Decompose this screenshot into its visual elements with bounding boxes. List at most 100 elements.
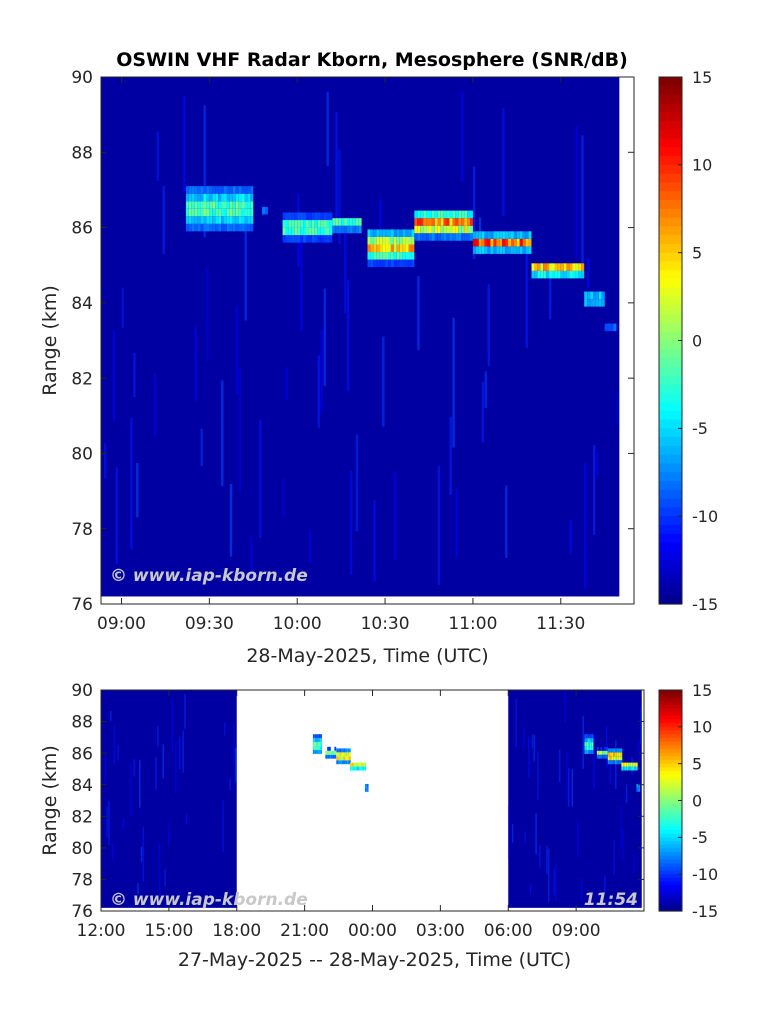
echo-cell <box>241 201 245 209</box>
colorbar-segment <box>659 138 682 148</box>
colorbar-segment <box>659 454 682 465</box>
noise-streak <box>326 91 329 167</box>
echo-cell <box>552 270 555 279</box>
colorbar-segment <box>659 586 682 596</box>
echo-cell <box>588 749 590 754</box>
echo-cell <box>546 270 550 279</box>
colorbar-segment <box>659 393 682 403</box>
echo-cell <box>188 186 192 194</box>
echo-cell <box>320 734 322 739</box>
echo-cell <box>347 225 350 234</box>
echo-cell <box>376 244 380 253</box>
echo-cell <box>615 752 617 757</box>
noise-streak <box>604 876 606 894</box>
echo-cell <box>311 212 315 221</box>
echo-cell <box>185 193 189 202</box>
echo-cell <box>351 762 354 767</box>
noise-streak <box>347 280 350 392</box>
echo-cell <box>330 754 333 759</box>
echo-cell <box>218 201 222 209</box>
colorbar-segment <box>659 287 682 298</box>
echo-cell <box>464 210 468 219</box>
echo-cell <box>578 270 582 279</box>
echo-cell <box>300 235 304 243</box>
x-tick-label: 15:00 <box>144 921 193 941</box>
echo-cell <box>434 225 438 234</box>
echo-cell <box>312 742 315 747</box>
echo-cell <box>303 220 306 228</box>
echo-cell <box>285 212 289 221</box>
noise-streak <box>203 105 206 238</box>
echo-cell <box>472 231 476 239</box>
echo-cell <box>194 208 198 217</box>
echo-cell <box>366 783 369 788</box>
echo-cell <box>370 259 374 268</box>
echo-cell <box>370 252 374 260</box>
echo-cell <box>379 252 383 260</box>
echo-cell <box>185 201 189 209</box>
echo-cell <box>188 223 192 232</box>
echo-cell <box>288 227 292 236</box>
echo-cell <box>635 766 638 771</box>
echo-cell <box>591 749 594 754</box>
echo-cell <box>318 746 321 750</box>
echo-cell <box>326 227 330 236</box>
colorbar-segment <box>659 756 682 761</box>
echo-cell <box>464 233 468 241</box>
noise-streak <box>104 755 107 783</box>
noise-streak <box>155 756 157 790</box>
echo-cell <box>467 225 470 234</box>
colorbar-segment <box>659 763 682 768</box>
echo-cell <box>250 208 254 217</box>
echo-cell <box>618 756 621 761</box>
echo-cell <box>311 220 315 228</box>
echo-cell <box>206 223 210 232</box>
echo-cell <box>385 252 388 260</box>
echo-cell <box>308 227 312 236</box>
echo-cell <box>326 235 330 243</box>
echo-cell <box>250 186 254 194</box>
echo-cell <box>396 236 400 245</box>
colorbar-segment <box>659 226 682 236</box>
echo-cell <box>362 766 365 771</box>
echo-cell <box>604 746 606 751</box>
colorbar-segment <box>659 774 682 779</box>
echo-cell <box>328 754 331 759</box>
echo-cell <box>194 193 198 202</box>
colorbar-segment <box>659 881 682 886</box>
echo-cell <box>590 299 593 307</box>
echo-cell <box>215 216 219 224</box>
noise-streak <box>140 846 143 862</box>
echo-cell <box>586 742 589 747</box>
colorbar-segment <box>659 314 682 324</box>
echo-cell <box>306 235 309 243</box>
noise-streak <box>417 275 420 351</box>
echo-cell <box>596 750 599 755</box>
echo-cell <box>452 225 456 234</box>
colorbar-segment <box>659 305 682 315</box>
echo-cell <box>388 236 391 245</box>
echo-cell <box>226 216 230 224</box>
echo-cell <box>235 193 239 202</box>
noise-streak <box>569 519 572 554</box>
colorbar-segment <box>659 841 682 846</box>
echo-cell <box>203 193 207 202</box>
noise-streak <box>616 392 619 425</box>
colorbar-segment <box>659 164 682 175</box>
noise-streak <box>308 531 312 564</box>
echo-cell <box>288 212 292 221</box>
colorbar-segment <box>659 85 682 96</box>
echo-cell <box>388 259 391 268</box>
colorbar-segment <box>659 852 682 857</box>
echo-cell <box>396 252 400 260</box>
noise-streak <box>555 864 557 902</box>
noise-streak <box>194 327 198 401</box>
echo-cell <box>423 210 427 219</box>
echo-cell <box>593 299 596 307</box>
echo-cell <box>200 193 204 202</box>
echo-cell <box>499 238 503 247</box>
echo-cell <box>206 201 210 209</box>
echo-cell <box>306 220 309 228</box>
noise-streak <box>129 763 132 817</box>
echo-cell <box>238 223 242 232</box>
